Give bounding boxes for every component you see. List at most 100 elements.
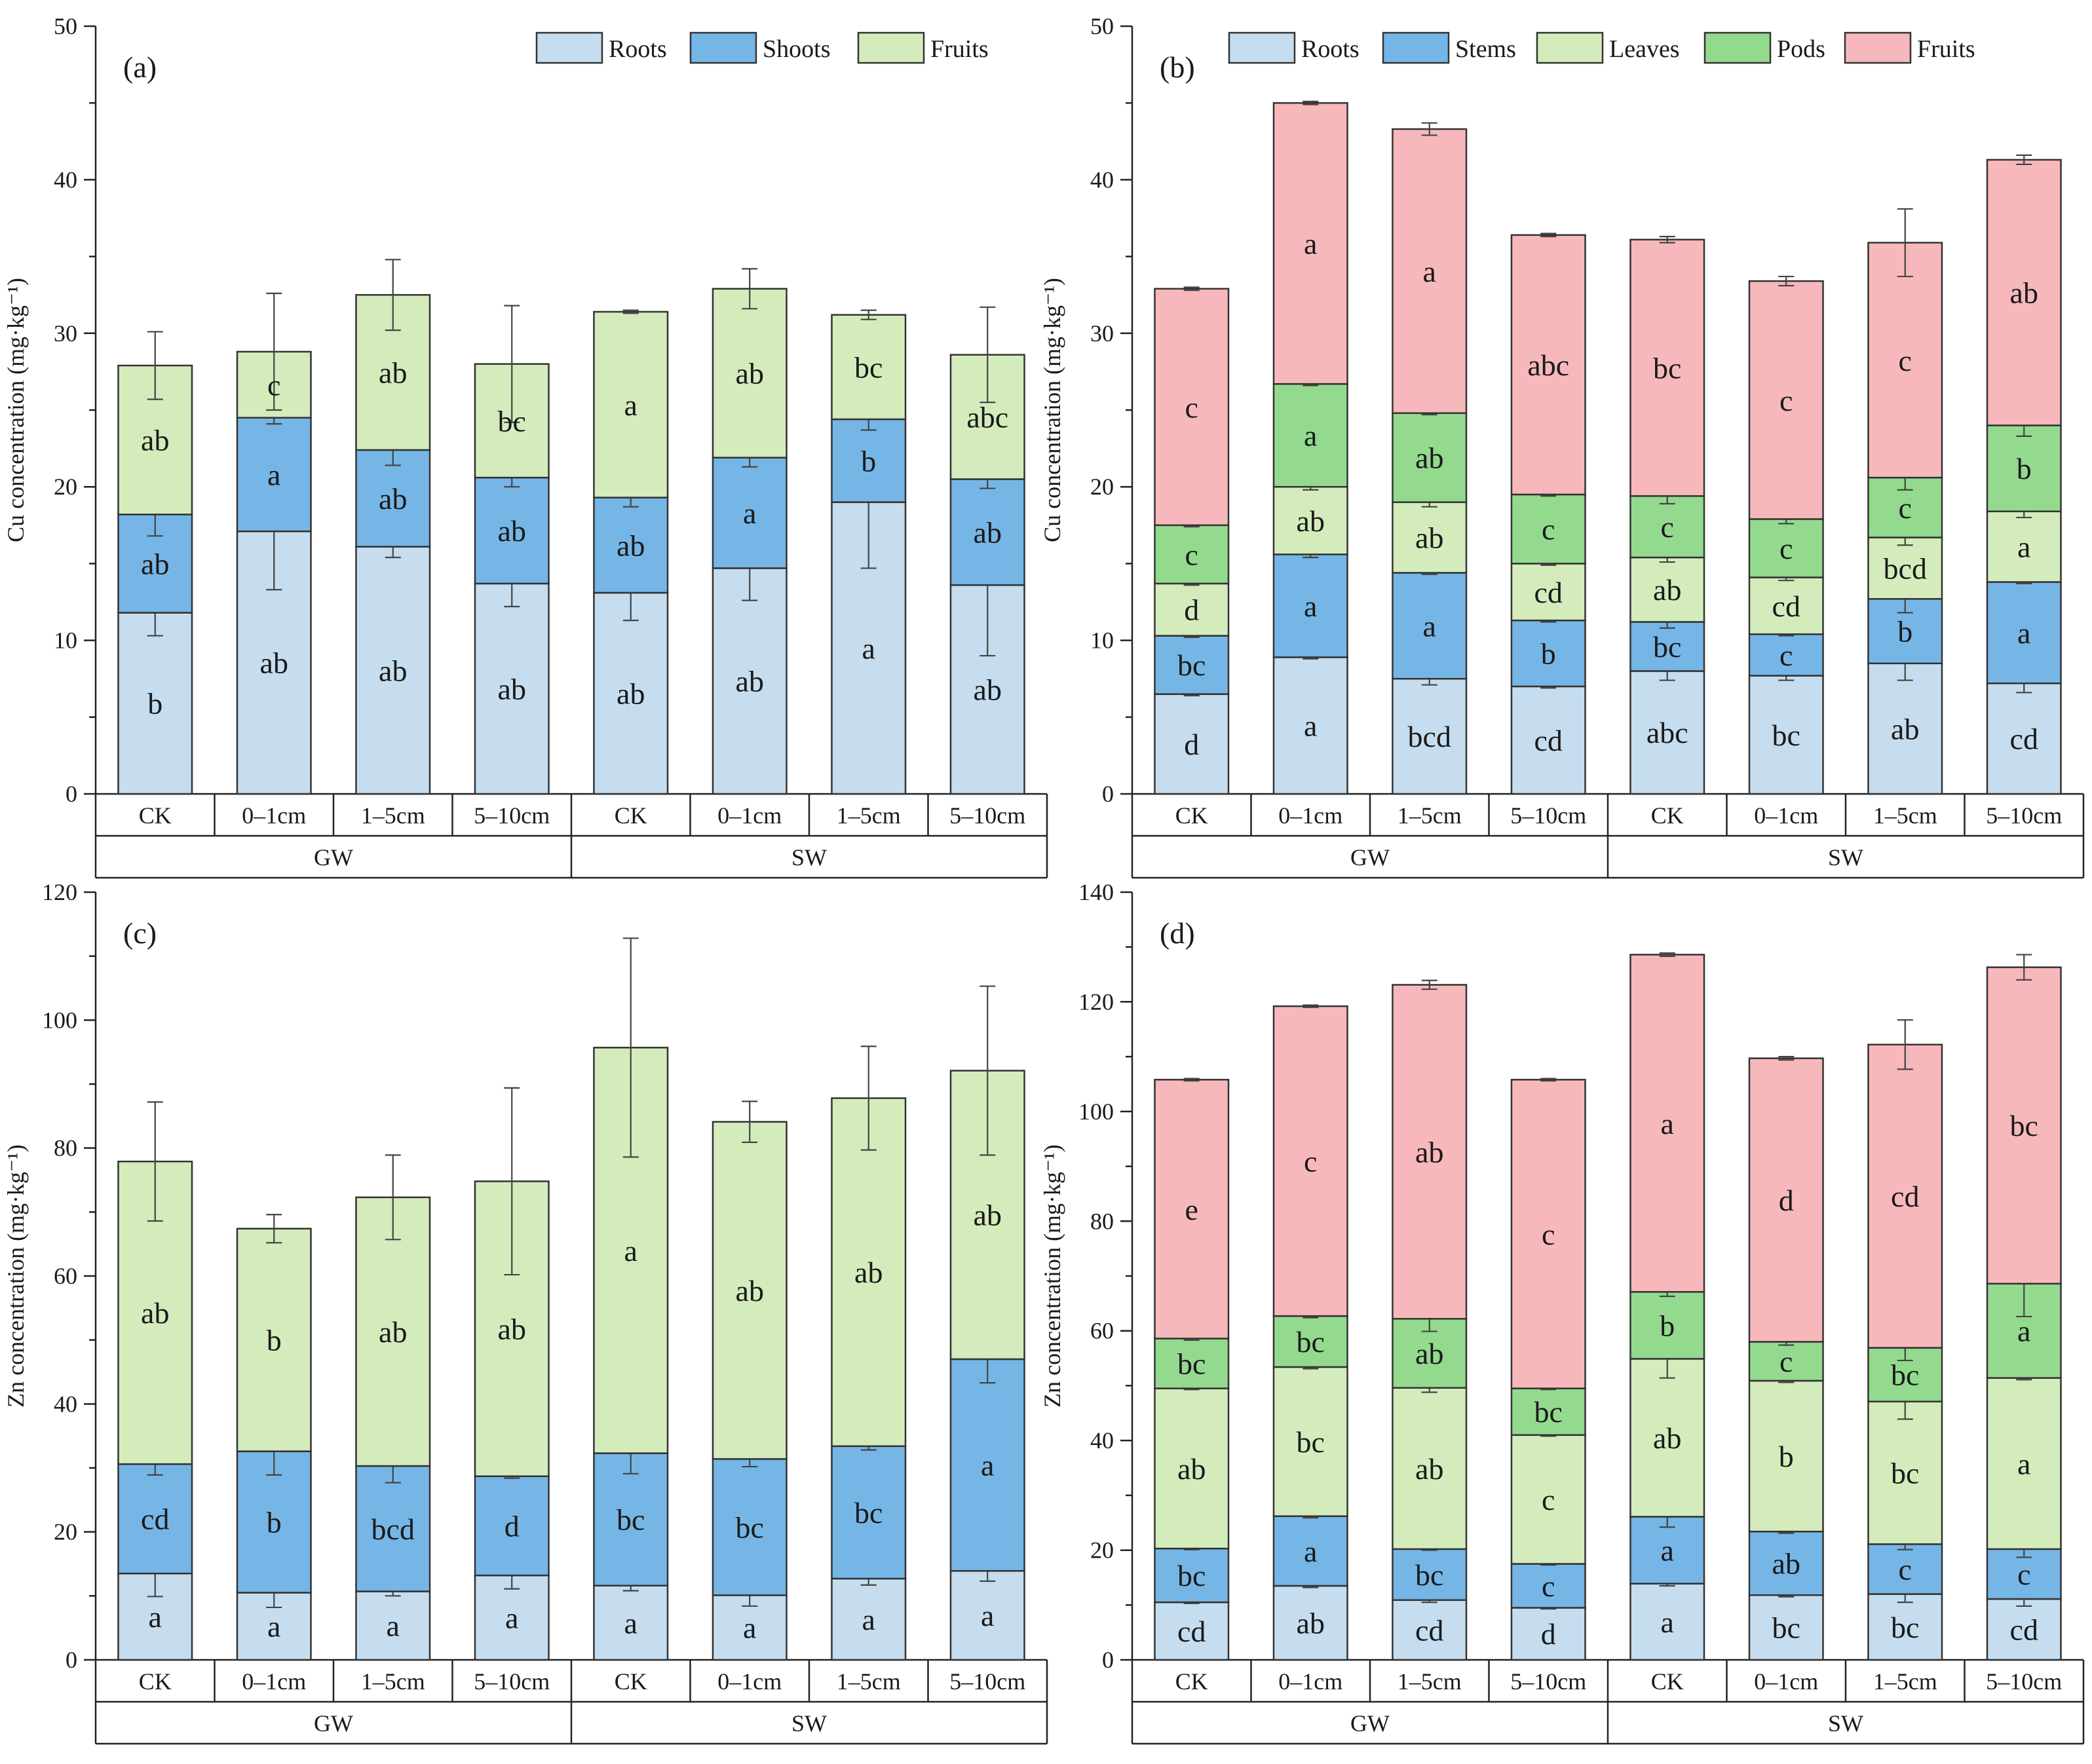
bar-stems-0 [1154,635,1230,695]
y-tick-label: 0 [66,781,77,807]
y-tick-label: 120 [42,879,77,905]
significance-letter: bc [1653,352,1681,385]
error-bar [266,1214,282,1244]
error-bar [1421,979,1437,990]
bar-roots-3 [474,582,550,795]
y-tick-label: 100 [1078,1098,1114,1125]
significance-letter: a [743,497,756,530]
significance-letter: a [1304,709,1317,743]
bar-fruits-5 [712,288,788,459]
legend-label: Roots [609,35,667,63]
x-category-label: 0–1cm [717,1668,782,1695]
y-tick-label: 80 [54,1135,77,1161]
panel-tag: (a) [123,50,157,84]
significance-letter: b [2017,452,2032,485]
significance-letter: a [1661,1107,1674,1140]
bar-shoots-6 [831,1445,907,1580]
y-tick-label: 10 [1090,628,1114,654]
significance-letter: b [1897,615,1912,648]
y-tick-label: 60 [54,1263,77,1289]
significance-letter: a [743,1611,756,1645]
significance-letter: bcd [371,1512,415,1546]
x-category-label: 5–10cm [1986,1668,2062,1695]
bar-fruits-7 [1986,966,2062,1285]
x-category-label: 1–5cm [1398,1668,1462,1695]
significance-letter: bc [854,350,883,384]
significance-letter: a [2017,531,2030,564]
legend-swatch-pods [1703,31,1772,64]
bar-roots-2 [355,1590,431,1661]
x-category-label: 1–5cm [1873,802,1937,829]
y-tick-label: 20 [1090,474,1114,500]
legend-swatch-leaves [1536,31,1604,64]
significance-letter: cd [1415,1613,1443,1647]
significance-letter: bc [1772,719,1800,752]
bar-pods-3 [1510,1387,1586,1436]
bar-stems-6 [1867,1543,1943,1595]
significance-letter: ab [1297,1606,1325,1640]
significance-letter: a [1661,1605,1674,1639]
legend-label: Pods [1777,35,1825,63]
error-bar [385,1154,401,1241]
bar-pods-6 [1867,1347,1943,1402]
significance-letter: ab [974,516,1002,549]
significance-letter: c [1304,1145,1317,1178]
significance-letter: d [1779,1184,1794,1217]
bar-pods-7 [1986,424,2062,512]
significance-letter: ab [1772,1547,1800,1581]
significance-letter: c [1542,1483,1555,1516]
x-category-label: 1–5cm [1873,1668,1937,1695]
bar-pods-4 [1629,1291,1705,1360]
bar-roots-0 [117,612,193,795]
x-group-label: SW [791,844,827,871]
significance-letter: bc [736,1511,764,1544]
significance-letter: bc [1891,1457,1919,1490]
significance-letter: c [1899,1552,1912,1586]
significance-letter: ab [379,482,407,516]
bar-stems-7 [1986,581,2062,685]
bar-leaves-0 [1154,1387,1230,1550]
bar-stems-7 [1986,1548,2062,1600]
panel-tag: (d) [1160,916,1195,950]
bar-leaves-1 [1272,485,1348,555]
significance-letter: cd [2010,722,2038,756]
bar-pods-1 [1272,383,1348,488]
significance-letter: ab [1891,712,1919,745]
bar-roots-0 [1154,693,1230,795]
significance-letter: a [267,1610,280,1643]
error-bar [1303,100,1319,105]
error-bar [1659,236,1675,244]
error-bar [860,1045,877,1151]
error-bar [2016,154,2032,166]
significance-letter: c [1779,384,1793,417]
bar-fruits-5 [1748,280,1824,520]
significance-letter: a [624,1606,637,1640]
y-tick-label: 80 [1090,1208,1114,1234]
significance-letter: bc [1177,1559,1206,1592]
significance-letter: a [862,1603,875,1636]
bar-pods-5 [1748,518,1824,578]
significance-letter: c [1899,491,1912,525]
significance-letter: c [1899,344,1912,377]
x-category-label: 1–5cm [361,1668,425,1695]
significance-letter: c [2017,1558,2030,1591]
significance-letter: a [1423,255,1436,288]
bar-leaves-1 [1272,1366,1348,1517]
x-category-label: CK [615,1668,647,1695]
significance-letter: ab [379,356,407,390]
x-category-label: 5–10cm [474,802,550,829]
significance-letter: ab [260,647,288,680]
x-category-label: CK [1175,1668,1208,1695]
bar-fruits-6 [831,314,907,421]
significance-letter: ab [1415,1135,1443,1169]
y-tick-label: 50 [54,13,77,39]
bar-stems-5 [1748,633,1824,677]
y-tick-label: 30 [54,320,77,347]
bar-fruits-6 [1867,242,1943,479]
significance-letter: a [387,1609,400,1643]
bar-leaves-0 [1154,582,1230,637]
panel-tag: (c) [123,916,157,950]
y-axis-label: Zn concentration (mg·kg⁻¹) [1039,1144,1065,1408]
x-category-label: CK [139,802,172,829]
